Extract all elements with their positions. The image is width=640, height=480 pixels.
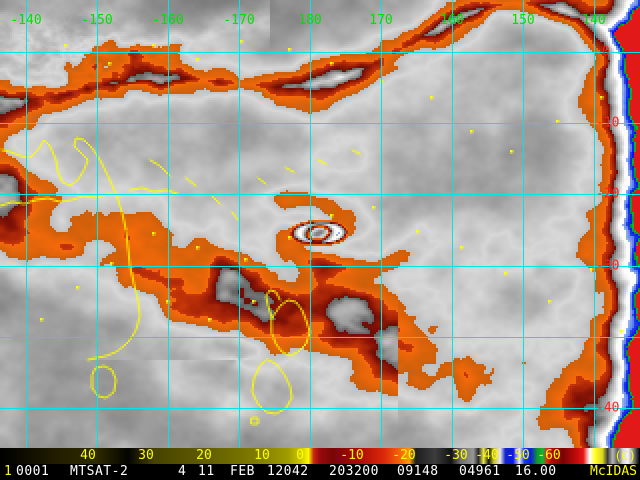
satellite-name: MTSAT-2 xyxy=(70,464,129,479)
temperature-color-bar xyxy=(0,448,640,464)
latitude-label-neg40: -40 xyxy=(596,400,620,416)
latitude-label-neg10: -10 xyxy=(596,115,620,131)
colorbar-tick-30: 30 xyxy=(138,448,154,463)
longitude-label-neg170: -170 xyxy=(223,13,255,28)
ir-satellite-canvas xyxy=(0,0,640,448)
longitude-label-neg160: -160 xyxy=(152,13,184,28)
image-time-utc: 203200 xyxy=(329,464,379,479)
longitude-label-neg150: -150 xyxy=(81,13,113,28)
temperature-unit-label: (C) xyxy=(614,449,636,463)
colorbar-tick-neg40: -40 xyxy=(475,448,499,463)
month: FEB xyxy=(230,464,255,479)
longitude-label-180: 180 xyxy=(298,13,322,28)
colorbar-tick-neg10: -10 xyxy=(340,448,364,463)
colorbar-tick-10: 10 xyxy=(254,448,270,463)
line-coordinate: 09148 xyxy=(397,464,439,479)
longitude-label-170: 170 xyxy=(369,13,393,28)
colorbar-tick-0: 0 xyxy=(296,448,304,463)
band-number: 4 xyxy=(178,464,187,479)
image-number: 0001 xyxy=(16,464,50,479)
longitude-label-160: 160 xyxy=(440,13,464,28)
colorbar-tick-neg20: -20 xyxy=(392,448,416,463)
longitude-label-150: 150 xyxy=(511,13,535,28)
resolution-km: 16.00 xyxy=(515,464,557,479)
longitude-label-140: 140 xyxy=(582,13,606,28)
latitude-label-neg30: -30 xyxy=(596,258,620,274)
latitude-label-0: 0 xyxy=(602,44,610,60)
color-bar-canvas xyxy=(0,448,640,464)
colorbar-tick-40: 40 xyxy=(80,448,96,463)
year-julian-day: 12042 xyxy=(267,464,309,479)
colorbar-tick-20: 20 xyxy=(196,448,212,463)
colorbar-tick-neg60: -60 xyxy=(537,448,561,463)
status-bar: 1 0001 MTSAT-2 4 11 FEB 12042 203200 09148 04961… xyxy=(0,464,640,480)
element-coordinate: 04961 xyxy=(459,464,501,479)
day-of-month: 11 xyxy=(198,464,215,479)
colorbar-tick-neg50: -50 xyxy=(506,448,530,463)
colorbar-tick-neg30: -30 xyxy=(444,448,468,463)
longitude-label-neg140: -140 xyxy=(10,13,42,28)
sequence-number: 1 xyxy=(4,464,13,479)
satellite-raster xyxy=(0,0,640,448)
latitude-label-neg20: -20 xyxy=(596,186,620,202)
mcidas-branding: McIDAS xyxy=(590,464,637,479)
